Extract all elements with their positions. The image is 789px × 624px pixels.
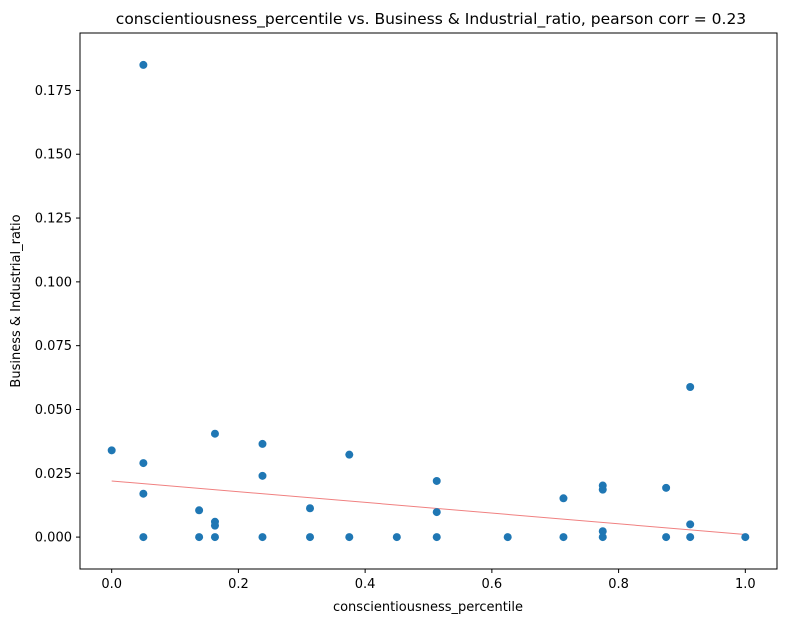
scatter-point bbox=[598, 485, 607, 494]
scatter-point bbox=[195, 506, 204, 515]
scatter-point bbox=[598, 533, 607, 542]
y-axis: 0.000 0.025 0.050 0.075 0.100 0.125 0.150 0.175 bbox=[35, 84, 80, 546]
chart-title: conscientiousness_percentile vs. Busines… bbox=[116, 10, 746, 29]
scatter-point bbox=[258, 533, 267, 542]
scatter-point bbox=[741, 533, 750, 542]
points-layer bbox=[107, 60, 750, 542]
scatter-point bbox=[139, 60, 148, 69]
scatter-point bbox=[662, 533, 671, 542]
x-tick-label: 0.6 bbox=[482, 577, 503, 592]
scatter-point bbox=[210, 521, 219, 530]
scatter-point bbox=[306, 504, 315, 513]
plot-area bbox=[79, 32, 778, 570]
scatter-point bbox=[345, 450, 354, 459]
scatter-point bbox=[210, 429, 219, 438]
scatter-point bbox=[503, 533, 512, 542]
scatter-point bbox=[306, 533, 315, 542]
plot-frame bbox=[79, 32, 778, 570]
y-axis-label: Business & Industrial_ratio bbox=[9, 214, 24, 387]
scatter-point bbox=[345, 533, 354, 542]
y-tick-label: 0.150 bbox=[35, 148, 72, 163]
scatter-point bbox=[210, 533, 219, 542]
y-tick-label: 0.000 bbox=[35, 531, 72, 546]
scatter-point bbox=[392, 533, 401, 542]
x-tick-label: 1.0 bbox=[735, 577, 756, 592]
scatter-point bbox=[139, 459, 148, 468]
scatter-point bbox=[686, 533, 695, 542]
scatter-point bbox=[107, 446, 116, 455]
x-tick-label: 0.8 bbox=[608, 577, 629, 592]
scatter-point bbox=[598, 527, 607, 536]
y-tick-label: 0.050 bbox=[35, 403, 72, 418]
scatter-point bbox=[662, 483, 671, 492]
x-tick-label: 0.4 bbox=[355, 577, 376, 592]
y-tick-label: 0.100 bbox=[35, 275, 72, 290]
scatter-point bbox=[559, 533, 568, 542]
scatter-point bbox=[139, 489, 148, 498]
scatter-point bbox=[686, 383, 695, 392]
y-tick-label: 0.025 bbox=[35, 467, 72, 482]
scatter-point bbox=[432, 508, 441, 517]
scatter-point bbox=[258, 471, 267, 480]
scatter-point bbox=[432, 476, 441, 485]
trend-line bbox=[111, 480, 746, 536]
scatter-point bbox=[139, 533, 148, 542]
scatter-point bbox=[258, 439, 267, 448]
x-tick-label: 0.0 bbox=[101, 577, 122, 592]
scatter-point bbox=[559, 494, 568, 503]
scatter-point bbox=[195, 533, 204, 542]
y-tick-label: 0.075 bbox=[35, 339, 72, 354]
y-tick-label: 0.175 bbox=[35, 84, 72, 99]
x-axis: 0.0 0.2 0.4 0.6 0.8 1.0 bbox=[101, 569, 756, 592]
x-tick-label: 0.2 bbox=[228, 577, 249, 592]
y-tick-label: 0.125 bbox=[35, 212, 72, 227]
trend-layer bbox=[111, 480, 746, 536]
x-axis-label: conscientiousness_percentile bbox=[333, 600, 523, 615]
scatter-point bbox=[686, 520, 695, 529]
scatter-point bbox=[432, 533, 441, 542]
